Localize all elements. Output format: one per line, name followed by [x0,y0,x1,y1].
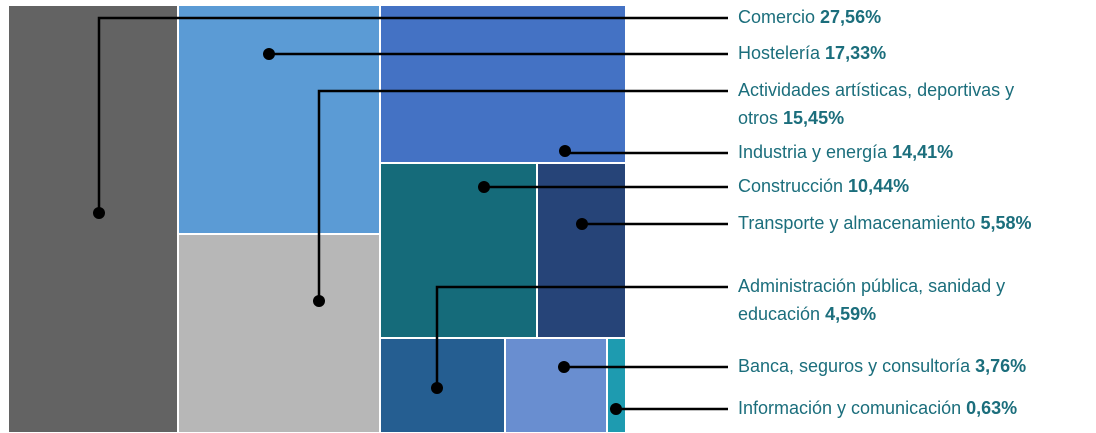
label-value: 14,41% [887,142,953,162]
label-value: 27,56% [815,7,881,27]
anchor-dot-actividades-artisticas-deportivas-y-otros [313,295,325,307]
anchor-dot-construccion [478,181,490,193]
leader-administracion-publica-sanidad-y-educacion [435,285,728,388]
label-name: Hostelería [738,43,821,63]
label-name: educación [738,304,820,324]
tile-industria-y-energia [379,4,627,164]
label-name: Transporte y almacenamiento [738,213,975,233]
label-value: 10,44% [843,176,909,196]
label-administracion-publica-sanidad-y-educacion-line-1: Administración pública, sanidad y [738,276,1005,296]
label-value: 4,59% [820,304,876,324]
label-name: Comercio [738,7,815,27]
label-comercio: Comercio 27,56% [738,7,881,27]
category-labels: Comercio 27,56% Hostelería 17,33% Activida… [738,7,1032,418]
label-banca-seguros-y-consultoria: Banca, seguros y consultoría 3,76% [738,356,1026,376]
anchor-dot-industria-y-energia [559,145,571,157]
tile-banca-seguros-y-consultoria [504,337,608,433]
anchor-dot-transporte-y-almacenamiento [576,218,588,230]
anchor-dot-informacion-y-comunicacion [610,403,622,415]
label-value: 3,76% [970,356,1026,376]
label-informacion-y-comunicacion: Información y comunicación 0,63% [738,398,1017,418]
tile-informacion-y-comunicacion [606,337,627,433]
label-name: Banca, seguros y consultoría [738,356,971,376]
label-value: 17,33% [820,43,886,63]
anchor-dot-administracion-publica-sanidad-y-educacion [431,382,443,394]
label-name: otros [738,108,778,128]
label-name: Construcción [738,176,843,196]
leader-comercio [97,16,728,213]
leader-actividades-artisticas-deportivas-y-otros [317,89,728,301]
label-name: Actividades artísticas, deportivas y [738,80,1014,100]
tile-administracion-publica-sanidad-y-educacion [379,337,506,433]
tile-construccion [379,162,538,339]
label-actividades-artisticas-deportivas-y-otros-line-2: otros 15,45% [738,108,844,128]
label-name: Información y comunicación [738,398,961,418]
leader-lines [93,16,728,415]
treemap-tiles [7,4,627,433]
tile-actividades-artisticas-deportivas-y-otros [177,233,381,433]
label-industria-y-energia: Industria y energía 14,41% [738,142,953,162]
label-actividades-artisticas-deportivas-y-otros-line-1: Actividades artísticas, deportivas y [738,80,1014,100]
tile-comercio [7,4,179,433]
tile-transporte-y-almacenamiento [536,162,627,339]
label-value: 0,63% [961,398,1017,418]
label-construccion: Construcción 10,44% [738,176,909,196]
anchor-dot-banca-seguros-y-consultoria [558,361,570,373]
anchor-dot-hosteleria [263,48,275,60]
tile-hosteleria [177,4,381,235]
label-name: Administración pública, sanidad y [738,276,1005,296]
label-transporte-y-almacenamiento: Transporte y almacenamiento 5,58% [738,213,1032,233]
label-value: 15,45% [778,108,844,128]
label-value: 5,58% [975,213,1031,233]
label-administracion-publica-sanidad-y-educacion-line-2: educación 4,59% [738,304,876,324]
label-name: Industria y energía [738,142,888,162]
anchor-dot-comercio [93,207,105,219]
label-hosteleria: Hostelería 17,33% [738,43,886,63]
